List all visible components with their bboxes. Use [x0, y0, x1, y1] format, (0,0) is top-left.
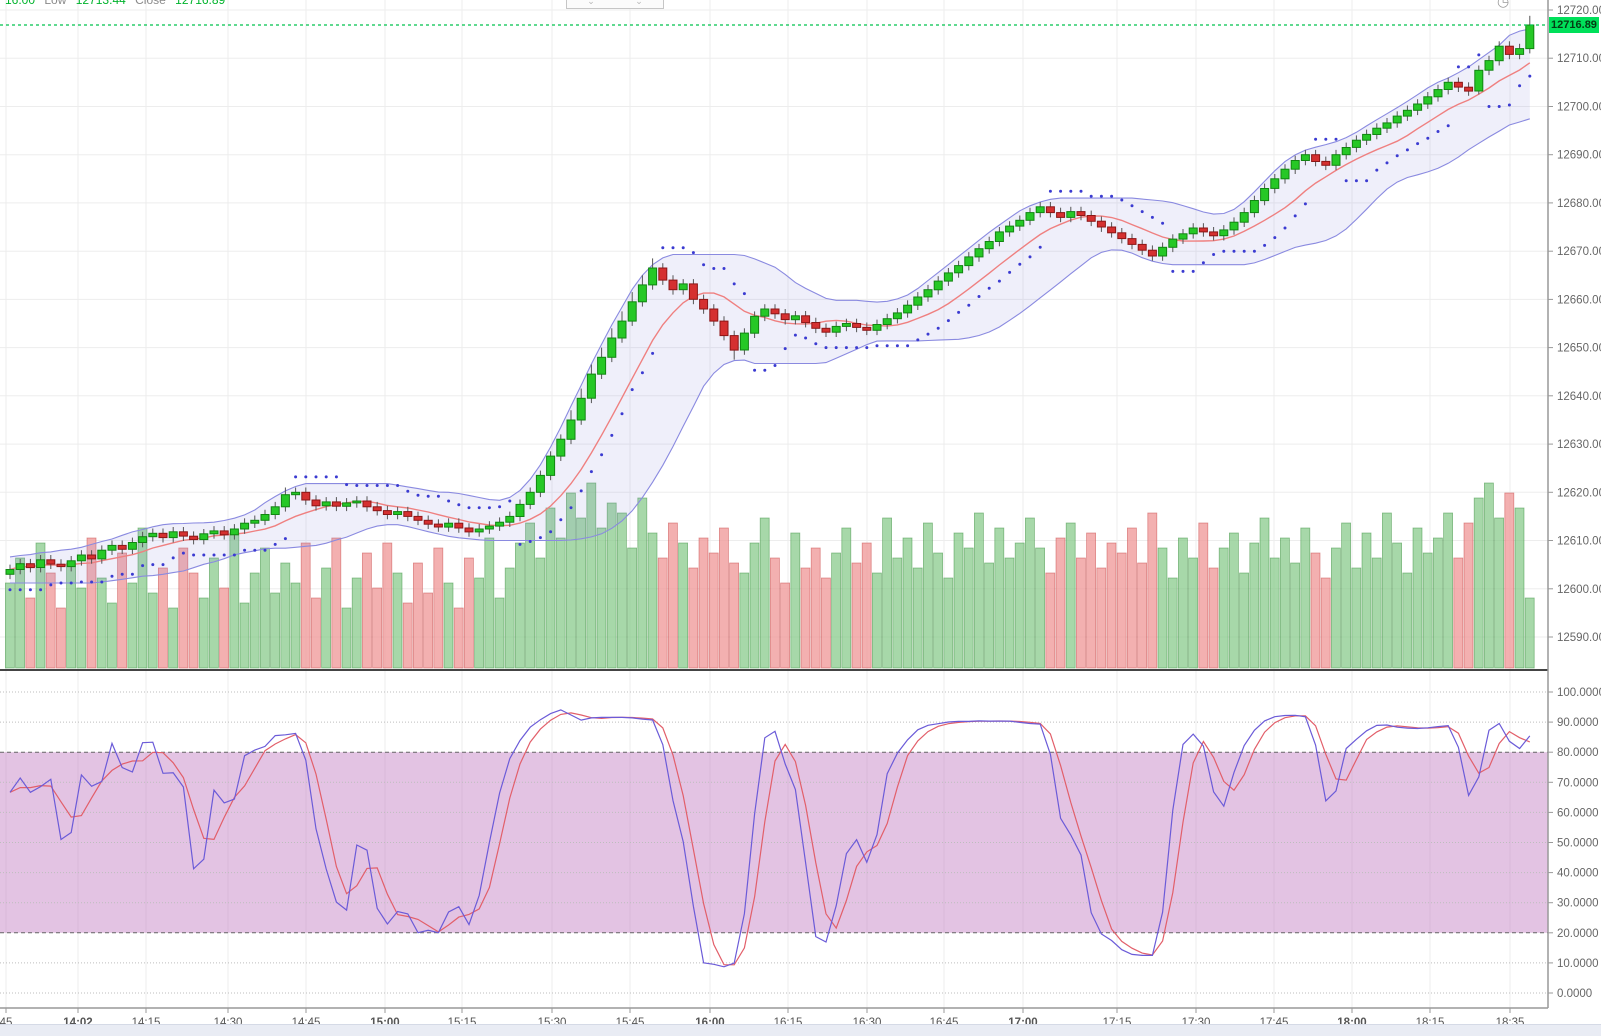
svg-text:12590.00: 12590.00 — [1557, 632, 1601, 644]
collapsed-floating-toolbar[interactable]: ⌄ ⌄ — [566, 0, 664, 9]
svg-text:100.0000: 100.0000 — [1557, 687, 1601, 699]
price-envelope-band — [9, 28, 1530, 584]
svg-text:60.0000: 60.0000 — [1557, 807, 1599, 819]
svg-text:12650.00: 12650.00 — [1557, 343, 1601, 355]
svg-text:70.0000: 70.0000 — [1557, 777, 1599, 789]
svg-text:12620.00: 12620.00 — [1557, 487, 1601, 499]
svg-text:12600.00: 12600.00 — [1557, 584, 1601, 596]
grid-lines — [0, 0, 1548, 1008]
volume-bars — [5, 482, 1535, 669]
svg-text:0.0000: 0.0000 — [1557, 988, 1592, 1000]
svg-text:12660.00: 12660.00 — [1557, 294, 1601, 306]
oscillator-axis[interactable]: 100.0000 90.0000 80.0000 70.0000 60.0000 50.0… — [1548, 687, 1601, 1000]
svg-text:20.0000: 20.0000 — [1557, 928, 1599, 940]
svg-text:40.0000: 40.0000 — [1557, 868, 1599, 880]
svg-text:12710.00: 12710.00 — [1557, 53, 1601, 65]
svg-text:12700.00: 12700.00 — [1557, 102, 1601, 114]
svg-text:12610.00: 12610.00 — [1557, 536, 1601, 548]
ohlc-legend: 16.00 Low 12713.44 Close 12716.89 — [2, 0, 228, 7]
svg-text:12690.00: 12690.00 — [1557, 150, 1601, 162]
moving-average-line — [9, 62, 1531, 571]
horizontal-scroll-strip[interactable] — [0, 1024, 1601, 1036]
stoch-k-line — [9, 709, 1531, 968]
svg-text:80.0000: 80.0000 — [1557, 747, 1599, 759]
current-price-label: 12716.89 — [1549, 16, 1599, 33]
legend-close-label: Close — [135, 0, 166, 7]
legend-low-value: 12713.44 — [75, 0, 126, 7]
chevron-down-icon[interactable]: ⌄ — [587, 0, 595, 6]
svg-text:12640.00: 12640.00 — [1557, 391, 1601, 403]
pane-borders — [0, 0, 1549, 1009]
svg-text:30.0000: 30.0000 — [1557, 898, 1599, 910]
svg-text:12720.00: 12720.00 — [1557, 5, 1601, 17]
oscillator-pane — [0, 691, 1548, 994]
price-axis[interactable]: 12720.00 12710.00 12700.00 12690.00 12680.00… — [1548, 5, 1601, 644]
svg-text:12670.00: 12670.00 — [1557, 246, 1601, 258]
svg-text:10.0000: 10.0000 — [1557, 958, 1599, 970]
svg-text:50.0000: 50.0000 — [1557, 838, 1599, 850]
countdown-clock-icon: ◷ — [1497, 0, 1510, 9]
stoch-d-line — [9, 712, 1531, 966]
legend-value: 16.00 — [5, 0, 36, 7]
svg-text:12630.00: 12630.00 — [1557, 439, 1601, 451]
legend-low-label: Low — [44, 0, 67, 7]
candles — [5, 15, 1535, 580]
parabolic-sar-dots — [8, 53, 1532, 592]
svg-text:90.0000: 90.0000 — [1557, 717, 1599, 729]
legend-close-value: 12716.89 — [175, 0, 226, 7]
chevron-down-icon[interactable]: ⌄ — [635, 0, 643, 6]
svg-text:12680.00: 12680.00 — [1557, 198, 1601, 210]
